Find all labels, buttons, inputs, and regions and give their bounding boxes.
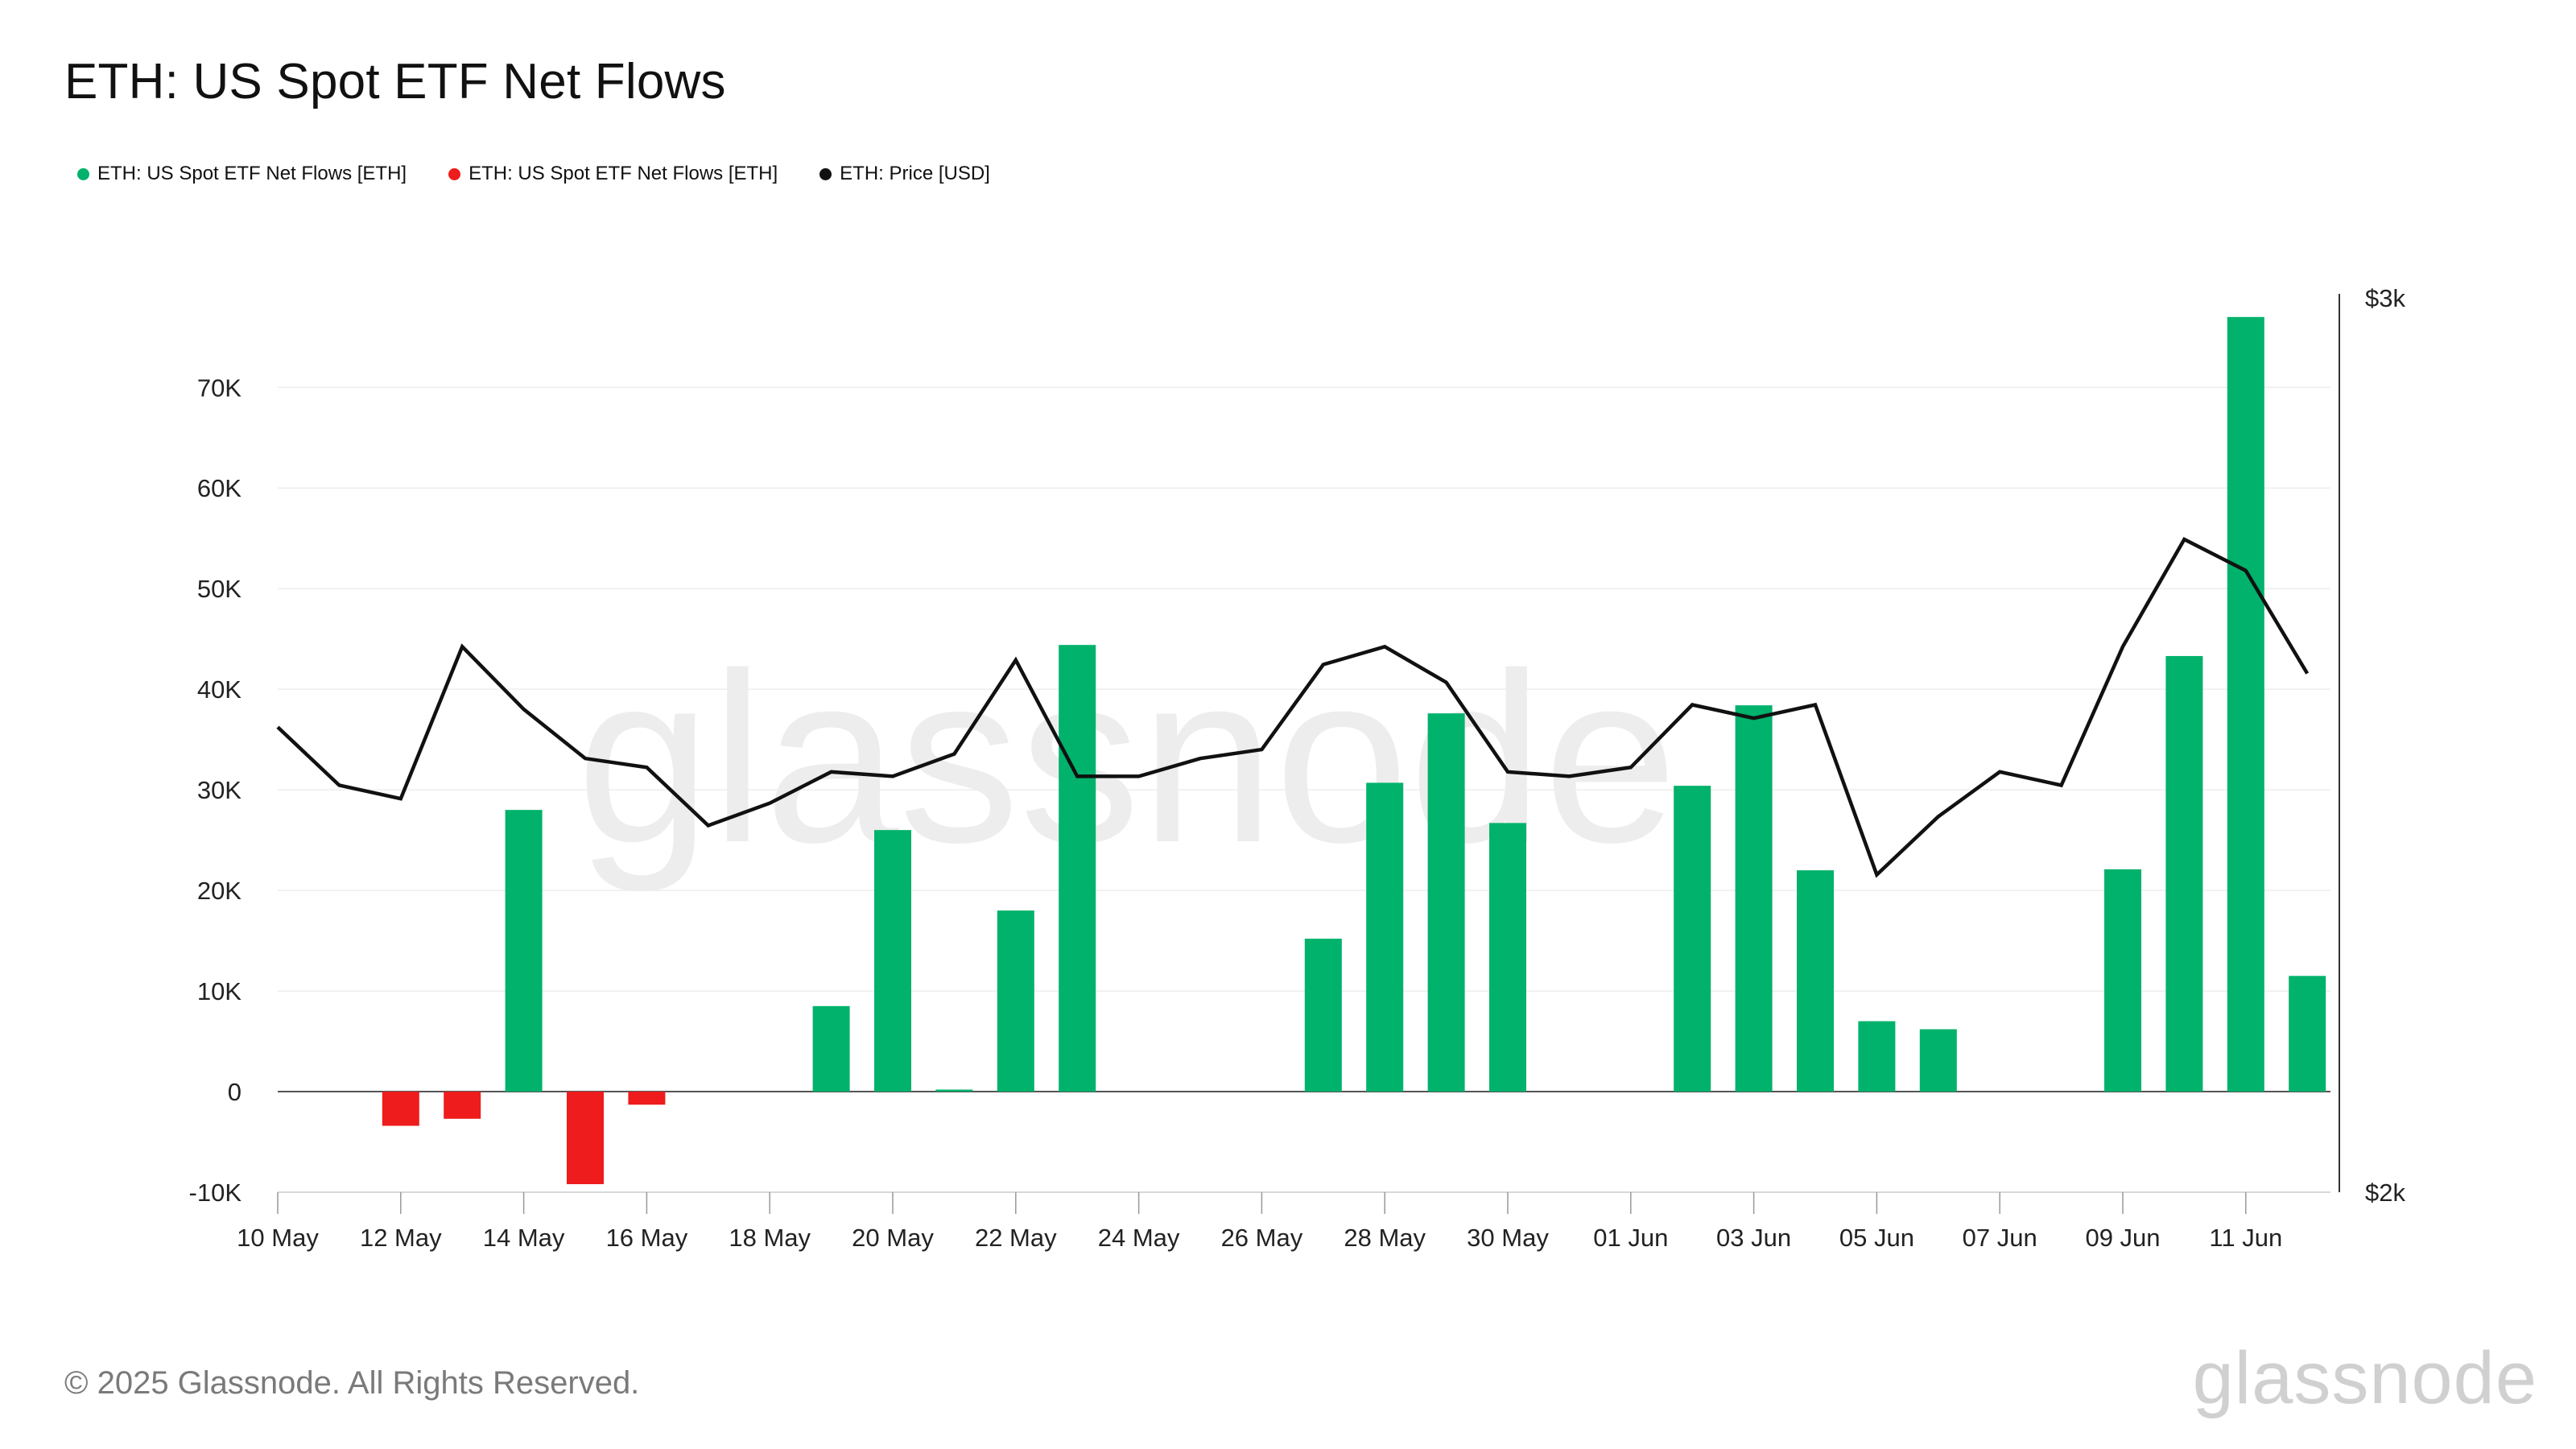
x-tick-label: 07 Jun (1963, 1224, 2037, 1252)
bar-inflow[interactable] (997, 910, 1034, 1092)
bar-inflow[interactable] (1059, 645, 1096, 1092)
y-left-tick-label: 10K (197, 977, 242, 1005)
y-left-tick-label: 70K (197, 374, 242, 402)
bar-inflow[interactable] (813, 1006, 850, 1092)
bar-inflow[interactable] (1489, 823, 1526, 1092)
bar-inflow[interactable] (2289, 976, 2326, 1092)
bar-inflow[interactable] (1736, 705, 1773, 1092)
x-tick-label: 24 May (1098, 1224, 1180, 1252)
bar-outflow[interactable] (444, 1092, 481, 1119)
x-tick-label: 09 Jun (2085, 1224, 2160, 1252)
bar-inflow[interactable] (1920, 1030, 1957, 1092)
x-tick-label: 14 May (483, 1224, 565, 1252)
y-left-tick-label: 50K (197, 575, 242, 603)
y-left-tick-label: 0 (228, 1078, 242, 1106)
bar-inflow[interactable] (1858, 1022, 1895, 1092)
x-tick-label: 30 May (1467, 1224, 1549, 1252)
x-tick-label: 18 May (729, 1224, 811, 1252)
y-right-tick-label: $3k (2365, 284, 2405, 312)
bar-outflow[interactable] (628, 1092, 665, 1104)
bar-inflow[interactable] (1366, 782, 1403, 1092)
x-tick-label: 12 May (360, 1224, 442, 1252)
y-axis-right: $2k $3k (2339, 284, 2405, 1207)
y-left-tick-label: 40K (197, 675, 242, 704)
x-tick-label: 01 Jun (1593, 1224, 1668, 1252)
bar-inflow[interactable] (506, 810, 543, 1092)
bar-inflow[interactable] (1305, 939, 1342, 1092)
copyright-text: © 2025 Glassnode. All Rights Reserved. (64, 1365, 639, 1402)
glassnode-logo[interactable]: glassnode (2193, 1336, 2537, 1421)
x-tick-label: 26 May (1221, 1224, 1303, 1252)
y-right-tick-label: $2k (2365, 1179, 2405, 1207)
bar-outflow[interactable] (567, 1092, 604, 1184)
x-tick-label: 03 Jun (1716, 1224, 1791, 1252)
x-tick-label: 16 May (606, 1224, 688, 1252)
bar-outflow[interactable] (382, 1092, 419, 1125)
x-tick-label: 10 May (237, 1224, 319, 1252)
bar-inflow[interactable] (874, 830, 911, 1092)
y-left-tick-label: 20K (197, 877, 242, 905)
x-tick-label: 05 Jun (1839, 1224, 1914, 1252)
x-tick-label: 11 Jun (2209, 1224, 2282, 1252)
x-tick-label: 28 May (1344, 1224, 1426, 1252)
x-axis: 10 May 12 May 14 May 16 May 18 May 20 May 22 M… (237, 1192, 2330, 1252)
y-left-tick-label: 60K (197, 474, 242, 502)
x-tick-label: 22 May (975, 1224, 1057, 1252)
bar-inflow[interactable] (1674, 786, 1711, 1092)
bar-inflow[interactable] (1428, 713, 1465, 1092)
bar-inflow[interactable] (1797, 870, 1834, 1092)
bar-inflow[interactable] (2227, 317, 2264, 1092)
bar-inflow[interactable] (2104, 869, 2141, 1092)
y-axis-left: -10K 0 10K 20K 30K 40K 50K 60K 70K (189, 374, 242, 1207)
bar-inflow[interactable] (2165, 656, 2202, 1092)
y-left-tick-label: 30K (197, 776, 242, 804)
x-tick-label: 20 May (852, 1224, 934, 1252)
bar-inflow[interactable] (935, 1090, 972, 1092)
y-left-tick-label: -10K (189, 1179, 242, 1207)
